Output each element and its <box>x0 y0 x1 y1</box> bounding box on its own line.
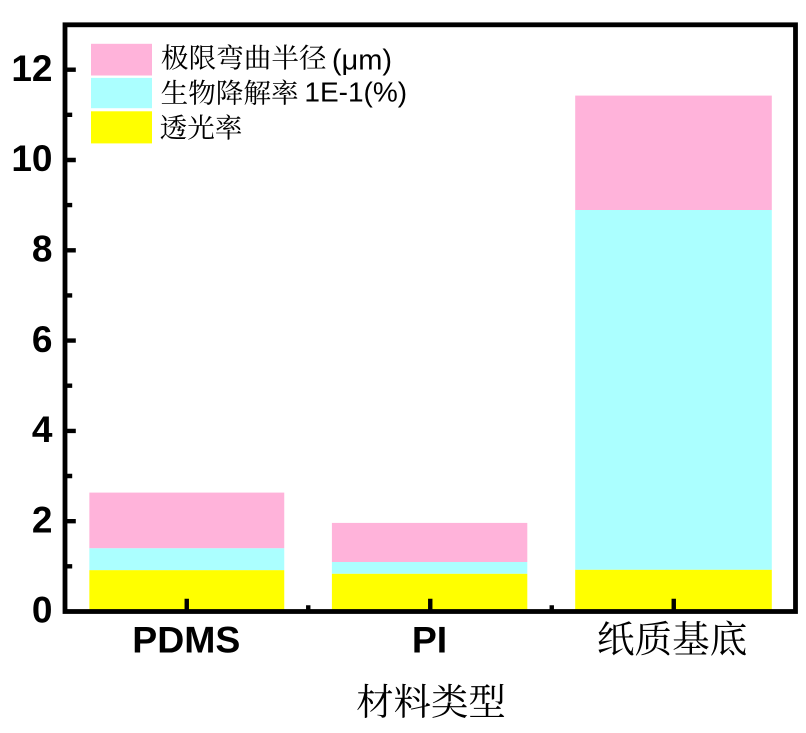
svg-text:10: 10 <box>11 138 52 179</box>
svg-text:1E-1(%): 1E-1(%) <box>304 77 407 108</box>
svg-text:6: 6 <box>32 319 53 360</box>
svg-text:2: 2 <box>32 499 53 540</box>
svg-text:PI: PI <box>412 618 447 660</box>
svg-text:12: 12 <box>11 48 52 89</box>
svg-text:(μm): (μm) <box>332 44 392 76</box>
svg-text:PDMS: PDMS <box>132 618 240 660</box>
svg-text:0: 0 <box>32 590 53 631</box>
svg-text:4: 4 <box>32 409 53 450</box>
svg-text:8: 8 <box>32 229 53 270</box>
